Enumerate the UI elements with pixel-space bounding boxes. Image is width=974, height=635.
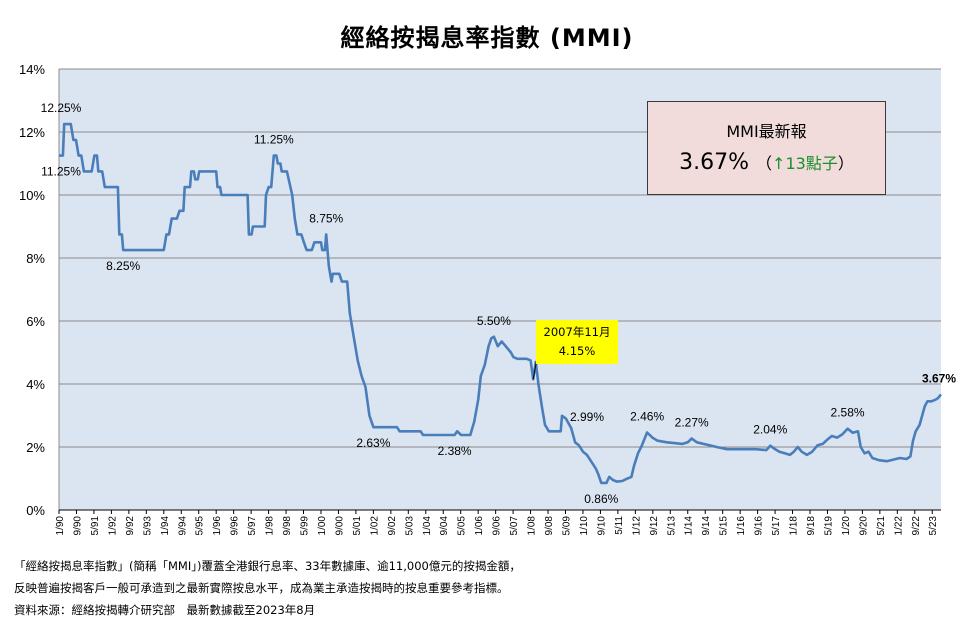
x-tick-label: 1/02: [369, 516, 380, 536]
x-tick-label: 9/14: [701, 516, 712, 536]
x-tick-label: 5/07: [509, 516, 520, 536]
data-label: 2.38%: [438, 444, 472, 458]
x-tick-label: 1/96: [212, 516, 223, 536]
y-tick-label: 6%: [26, 314, 45, 329]
x-tick-label: 9/08: [544, 516, 555, 536]
series-group: [59, 122, 943, 485]
data-label: 2.58%: [831, 406, 865, 420]
data-label: 0.86%: [584, 492, 618, 506]
latest-line: 3.67% （↑13點子）: [648, 150, 885, 175]
x-tick-label: 9/22: [911, 516, 922, 536]
x-tick-label: 1/22: [893, 516, 904, 536]
x-tick-label: 1/20: [841, 516, 852, 536]
series-line-mmi: [59, 122, 943, 485]
x-tick-label: 5/01: [352, 516, 363, 536]
x-tick-label: 5/15: [719, 516, 730, 536]
x-tick-label: 9/94: [177, 516, 188, 536]
data-label: 11.25%: [254, 133, 294, 147]
x-tick-label: 9/92: [125, 516, 136, 536]
x-tick-label: 9/12: [649, 516, 660, 536]
data-label: 8.75%: [309, 211, 343, 225]
footnote-line: 反映普遍按揭客戶一般可承造到之最新實際按息水平，成為業主承造按揭時的按息重要參考…: [14, 581, 509, 595]
x-tick-label: 5/09: [561, 516, 572, 536]
latest-mmi-box: MMI最新報 3.67% （↑13點子）: [647, 101, 886, 195]
x-tick-label: 5/21: [876, 516, 887, 536]
x-tick-label: 5/95: [195, 516, 206, 536]
y-axis: 0% 2% 4% 6% 8% 10% 12% 14%: [19, 62, 60, 518]
y-tick-label: 14%: [19, 62, 45, 77]
chart-title: 經絡按揭息率指數 (MMI): [340, 24, 634, 52]
data-label: 2.27%: [675, 415, 709, 429]
footnotes: 「經絡按揭息率指數」(簡稱「MMI」)覆蓋全港銀行息率、33年數據庫、逾11,0…: [14, 555, 521, 621]
x-tick-label: 1/00: [317, 516, 328, 536]
x-tick-label: 5/93: [142, 516, 153, 536]
x-tick-label: 5/91: [90, 516, 101, 536]
x-tick-label: 9/98: [282, 516, 293, 536]
footnote-source: 資料來源：經絡按揭轉介研究部 最新數據截至2023年8月: [14, 603, 316, 617]
x-tick-label: 1/94: [160, 516, 171, 536]
y-tick-label: 0%: [26, 503, 45, 518]
x-tick-label: 5/05: [457, 516, 468, 536]
footnote-line: 「經絡按揭息率指數」(簡稱「MMI」)覆蓋全港銀行息率、33年數據庫、逾11,0…: [14, 559, 521, 573]
data-label: 8.25%: [106, 259, 140, 273]
x-tick-label: 1/18: [789, 516, 800, 536]
latest-change: ↑13點子: [772, 154, 838, 173]
x-tick-label: 5/11: [614, 516, 625, 535]
annotations-group: 12.25% 11.25% 8.25% 11.25% 8.75% 2.63% 2.38% 5.…: [41, 101, 957, 506]
x-tick-label: 9/20: [858, 516, 869, 536]
x-tick-label: 1/92: [107, 516, 118, 536]
chart-svg: 0% 2% 4% 6% 8% 10% 12% 14% 1/90 9/90 5/91 1/92 9/92…: [19, 62, 957, 536]
x-tick-label: 9/04: [439, 516, 450, 536]
y-tick-label: 8%: [26, 251, 45, 266]
latest-paren-open: （: [756, 154, 773, 173]
callout-2007-11: 2007年11月 4.15%: [536, 320, 618, 364]
callout-value: 4.15%: [558, 344, 596, 358]
y-tick-label: 12%: [19, 125, 45, 140]
callout-date: 2007年11月: [543, 325, 611, 339]
x-tick-label: 1/90: [55, 516, 66, 536]
latest-value: 3.67%: [679, 150, 750, 175]
x-tick-label: 9/06: [492, 516, 503, 536]
x-tick-label: 1/06: [474, 516, 485, 536]
x-tick-label: 9/00: [334, 516, 345, 536]
x-tick-label: 1/98: [265, 516, 276, 536]
x-tick-label: 9/90: [72, 516, 83, 536]
latest-paren-close: ）: [837, 154, 854, 173]
x-tick-label: 1/12: [631, 516, 642, 536]
x-tick-label: 1/10: [579, 516, 590, 536]
data-label: 2.04%: [753, 423, 787, 437]
x-tick-label: 1/04: [422, 516, 433, 536]
y-tick-label: 4%: [26, 377, 45, 392]
x-tick-label: 9/10: [596, 516, 607, 536]
data-label: 2.46%: [630, 410, 664, 424]
x-tick-label: 5/17: [771, 516, 782, 536]
x-tick-label: 9/16: [754, 516, 765, 536]
x-tick-label: 5/97: [247, 516, 258, 536]
data-label: 3.67%: [922, 371, 956, 385]
x-tick-label: 1/08: [527, 516, 538, 536]
x-tick-label: 9/96: [230, 516, 241, 536]
x-tick-label: 9/18: [806, 516, 817, 536]
data-label: 5.50%: [477, 314, 511, 328]
x-tick-label: 9/02: [387, 516, 398, 536]
y-tick-label: 2%: [26, 440, 45, 455]
x-tick-label: 5/19: [823, 516, 834, 536]
x-axis: 1/90 9/90 5/91 1/92 9/92 5/93 1/94 9/94 5/95 1/96…: [55, 509, 941, 536]
data-label: 2.63%: [356, 436, 390, 450]
x-tick-label: 1/16: [736, 516, 747, 536]
latest-heading: MMI最新報: [726, 122, 807, 141]
x-tick-label: 5/03: [404, 516, 415, 536]
x-tick-label: 5/99: [300, 516, 311, 536]
x-tick-label: 5/13: [666, 516, 677, 536]
x-tick-label: 5/23: [928, 516, 939, 536]
x-tick-label: 1/14: [684, 516, 695, 536]
data-label: 11.25%: [41, 165, 81, 179]
y-tick-label: 10%: [19, 188, 45, 203]
data-label: 2.99%: [570, 410, 604, 424]
data-label: 12.25%: [41, 101, 82, 115]
